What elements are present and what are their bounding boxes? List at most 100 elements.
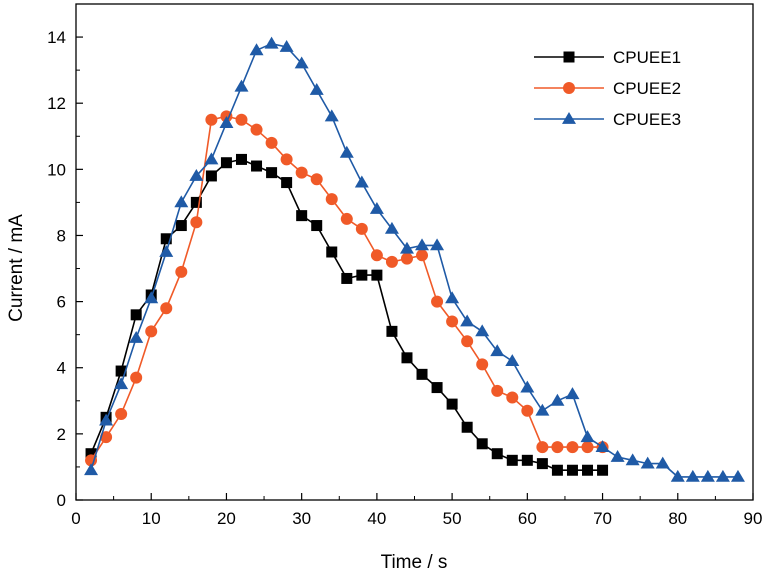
legend-item-CPUEE3: CPUEE3: [534, 110, 681, 129]
legend: CPUEE1 CPUEE2 CPUEE3: [534, 48, 681, 129]
data-point-CPUEE1: [220, 157, 232, 169]
x-tick-label-80: 80: [668, 509, 687, 528]
data-point-CPUEE1: [235, 153, 247, 165]
data-point-CPUEE1: [266, 167, 278, 179]
data-point-CPUEE1: [175, 220, 187, 232]
data-point-CPUEE2: [235, 113, 248, 126]
data-point-CPUEE3: [144, 291, 159, 304]
data-point-CPUEE3: [700, 469, 715, 482]
legend-item-CPUEE2: CPUEE2: [534, 79, 681, 98]
data-point-CPUEE2: [265, 136, 278, 149]
data-point-CPUEE3: [490, 344, 505, 357]
x-tick-label-50: 50: [443, 509, 462, 528]
data-point-CPUEE1: [326, 246, 338, 258]
data-point-CPUEE2: [370, 249, 383, 262]
data-point-CPUEE3: [309, 82, 324, 95]
legend-marker: [563, 82, 575, 94]
data-point-CPUEE3: [415, 238, 430, 251]
data-point-CPUEE3: [294, 56, 309, 69]
y-tick-label-12: 12: [47, 94, 66, 113]
legend-label: CPUEE1: [613, 48, 681, 67]
data-point-CPUEE3: [430, 238, 445, 251]
x-tick-label-60: 60: [518, 509, 537, 528]
data-point-CPUEE3: [234, 79, 249, 92]
data-point-CPUEE3: [339, 145, 354, 158]
data-point-CPUEE2: [385, 255, 398, 268]
data-point-CPUEE3: [595, 440, 610, 452]
data-point-CPUEE1: [130, 309, 142, 321]
data-point-CPUEE1: [506, 454, 518, 466]
data-point-CPUEE2: [476, 358, 489, 371]
data-point-CPUEE3: [535, 403, 550, 416]
data-point-CPUEE3: [189, 168, 204, 181]
data-point-CPUEE3: [715, 469, 730, 482]
series-line-CPUEE3: [90, 42, 738, 478]
data-point-CPUEE2: [431, 295, 444, 308]
data-point-CPUEE1: [190, 196, 202, 208]
x-tick-label-0: 0: [71, 509, 80, 528]
data-point-CPUEE2: [115, 408, 128, 421]
legend-label: CPUEE2: [613, 79, 681, 98]
data-point-CPUEE1: [416, 368, 428, 380]
data-point-CPUEE2: [325, 193, 338, 206]
data-point-CPUEE3: [159, 245, 174, 257]
data-point-CPUEE2: [310, 173, 323, 186]
data-point-CPUEE2: [491, 384, 504, 397]
data-point-CPUEE1: [115, 365, 127, 377]
data-point-CPUEE3: [99, 413, 114, 426]
data-point-CPUEE3: [354, 175, 369, 188]
y-tick-label-8: 8: [57, 226, 66, 245]
data-point-CPUEE2: [355, 222, 368, 235]
y-tick-label-0: 0: [57, 491, 66, 510]
data-point-CPUEE2: [521, 404, 534, 417]
data-point-CPUEE2: [145, 325, 158, 338]
x-tick-label-20: 20: [217, 509, 236, 528]
data-point-CPUEE3: [655, 456, 670, 469]
data-point-CPUEE2: [566, 441, 579, 454]
y-tick-label-10: 10: [47, 160, 66, 179]
data-point-CPUEE1: [160, 233, 172, 245]
data-point-CPUEE1: [341, 272, 353, 284]
data-point-CPUEE1: [551, 464, 563, 476]
data-point-CPUEE3: [505, 354, 520, 367]
data-point-CPUEE2: [581, 441, 594, 454]
data-point-CPUEE1: [85, 448, 97, 460]
series-CPUEE3: [84, 36, 745, 482]
data-point-CPUEE3: [174, 195, 189, 208]
data-point-CPUEE2: [280, 153, 293, 166]
series-CPUEE1: [85, 153, 609, 476]
data-point-CPUEE1: [431, 382, 443, 394]
data-point-CPUEE2: [340, 212, 353, 225]
x-tick-label-30: 30: [292, 509, 311, 528]
data-point-CPUEE1: [536, 458, 548, 470]
data-point-CPUEE3: [204, 152, 219, 165]
y-tick-label-14: 14: [47, 28, 66, 47]
data-point-CPUEE2: [190, 216, 203, 229]
data-point-CPUEE1: [582, 464, 594, 476]
data-point-CPUEE2: [205, 113, 218, 126]
x-tick-label-10: 10: [142, 509, 161, 528]
data-point-CPUEE3: [445, 291, 460, 304]
x-tick-label-90: 90: [744, 509, 763, 528]
data-point-CPUEE1: [566, 464, 578, 476]
data-point-CPUEE2: [461, 335, 474, 348]
axis-ticks: 0 10 20 30 40 50 60 70 80 90 0 2 4 6 8 10 12 14: [47, 3, 763, 528]
data-point-CPUEE1: [461, 421, 473, 433]
data-point-CPUEE3: [625, 453, 640, 466]
data-point-CPUEE2: [295, 166, 308, 179]
legend-marker: [562, 112, 576, 124]
data-point-CPUEE3: [670, 469, 685, 482]
data-point-CPUEE1: [371, 269, 383, 281]
data-point-CPUEE3: [324, 109, 339, 122]
data-point-CPUEE2: [506, 391, 519, 404]
data-point-CPUEE3: [249, 43, 264, 56]
data-point-CPUEE3: [384, 221, 399, 234]
data-point-CPUEE1: [251, 160, 263, 172]
data-point-CPUEE2: [100, 431, 113, 444]
data-point-CPUEE1: [296, 210, 308, 222]
data-point-CPUEE1: [597, 464, 609, 476]
legend-item-CPUEE1: CPUEE1: [534, 48, 681, 67]
data-point-CPUEE1: [491, 448, 503, 460]
data-point-CPUEE1: [521, 454, 533, 466]
data-point-CPUEE1: [476, 438, 488, 450]
